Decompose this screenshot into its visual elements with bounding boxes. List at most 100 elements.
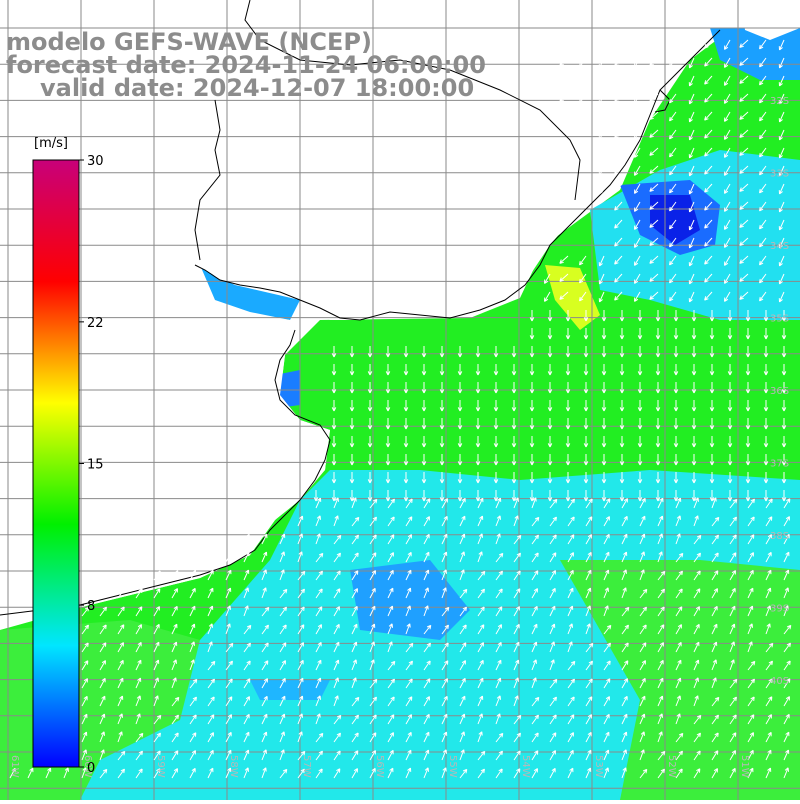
wind-arrow	[81, 767, 87, 779]
wind-arrow	[778, 219, 785, 231]
wind-arrow	[621, 695, 628, 707]
wind-arrow	[655, 328, 661, 340]
wind-arrow	[747, 534, 755, 545]
wind-arrow	[513, 552, 521, 563]
wind-arrow	[583, 310, 589, 322]
wind-arrow	[603, 642, 611, 653]
wind-arrow	[27, 767, 34, 779]
wind-arrow	[333, 695, 339, 707]
wind-arrow	[765, 623, 771, 635]
wind-arrow	[778, 183, 785, 195]
wind-arrow	[675, 641, 682, 653]
wind-arrow	[423, 587, 429, 599]
wind-arrow	[457, 382, 463, 394]
wind-arrow	[549, 498, 558, 509]
wind-arrow	[333, 677, 339, 689]
wind-arrow	[655, 364, 661, 376]
wind-arrow	[759, 129, 767, 140]
wind-arrow	[765, 714, 772, 725]
wind-arrow	[135, 713, 141, 725]
wind-arrow	[583, 436, 589, 448]
wind-arrow	[405, 587, 412, 599]
wind-arrow	[745, 346, 751, 358]
wind-arrow	[727, 328, 733, 340]
wind-arrow	[513, 750, 521, 761]
wind-arrow	[781, 400, 787, 412]
wind-arrow	[603, 749, 610, 761]
wind-arrow	[459, 677, 466, 689]
wind-arrow	[639, 768, 648, 779]
wind-arrow	[729, 516, 737, 527]
wind-arrow	[711, 623, 718, 635]
wind-arrow	[691, 490, 697, 502]
north-border	[244, 0, 581, 201]
wind-arrow	[549, 623, 556, 635]
wind-arrow	[457, 436, 463, 448]
wind-arrow	[511, 346, 517, 358]
wind-arrow	[639, 695, 646, 707]
wind-arrow	[225, 642, 234, 653]
wind-arrow	[493, 346, 499, 358]
wind-arrow	[765, 767, 772, 779]
wind-arrow	[99, 731, 105, 743]
wind-arrow	[549, 641, 555, 653]
wind-arrow	[423, 749, 430, 761]
wind-arrow	[603, 767, 609, 779]
wind-arrow	[639, 749, 645, 761]
wind-arrow	[547, 472, 553, 484]
wind-arrow	[495, 750, 503, 761]
wind-arrow	[598, 183, 605, 195]
wind-arrow	[691, 436, 697, 448]
wind-arrow	[403, 418, 409, 430]
wind-arrow	[655, 472, 661, 484]
wind-arrow	[387, 534, 395, 545]
wind-arrow	[567, 534, 575, 545]
longitude-labels: 61W 60W 59W 58W 57W 56W 55W 54W 53W 52W 51W	[9, 755, 750, 778]
wind-arrow	[421, 382, 427, 394]
wind-arrow	[729, 659, 735, 671]
wind-arrow	[619, 490, 625, 502]
wind-arrow	[331, 364, 337, 376]
wind-arrow	[297, 731, 303, 743]
wind-arrow	[331, 382, 337, 394]
wind-arrow	[778, 201, 785, 213]
wind-arrow	[441, 731, 448, 743]
wind-arrow	[225, 767, 232, 779]
wind-arrow	[759, 75, 767, 86]
wind-arrow	[747, 714, 755, 725]
wind-arrow	[655, 310, 661, 322]
wind-arrow	[81, 695, 88, 707]
wind-arrow	[387, 678, 395, 689]
wind-arrow	[477, 768, 485, 779]
wind-arrow	[565, 436, 571, 448]
wind-arrow	[729, 714, 737, 725]
wind-arrow	[614, 183, 623, 193]
wind-arrow	[45, 767, 52, 779]
wind-arrow	[477, 677, 484, 689]
wind-arrow	[333, 606, 340, 617]
wind-arrow	[759, 201, 767, 212]
wind-arrow	[637, 454, 643, 466]
wind-arrow	[189, 641, 195, 653]
wind-arrow	[117, 642, 124, 653]
wind-arrow	[495, 768, 503, 779]
wind-arrow	[331, 400, 337, 412]
wind-arrow	[579, 255, 587, 266]
wind-arrow	[614, 237, 623, 247]
wind-arrow	[614, 129, 623, 139]
wind-arrow	[673, 472, 679, 484]
wind-arrow	[297, 750, 306, 761]
wind-arrow	[704, 129, 713, 139]
wind-arrow	[403, 436, 409, 448]
wind-arrow	[297, 606, 305, 617]
wind-arrow	[727, 364, 733, 376]
wind-arrow	[729, 570, 736, 581]
wind-arrow	[675, 606, 683, 617]
wind-arrow	[351, 677, 357, 689]
wind-arrow	[598, 111, 605, 123]
wind-arrow	[603, 551, 610, 563]
wind-arrow	[441, 713, 448, 725]
wind-arrow	[207, 605, 214, 617]
wind-arrow	[614, 39, 623, 49]
wind-arrow	[601, 472, 607, 484]
